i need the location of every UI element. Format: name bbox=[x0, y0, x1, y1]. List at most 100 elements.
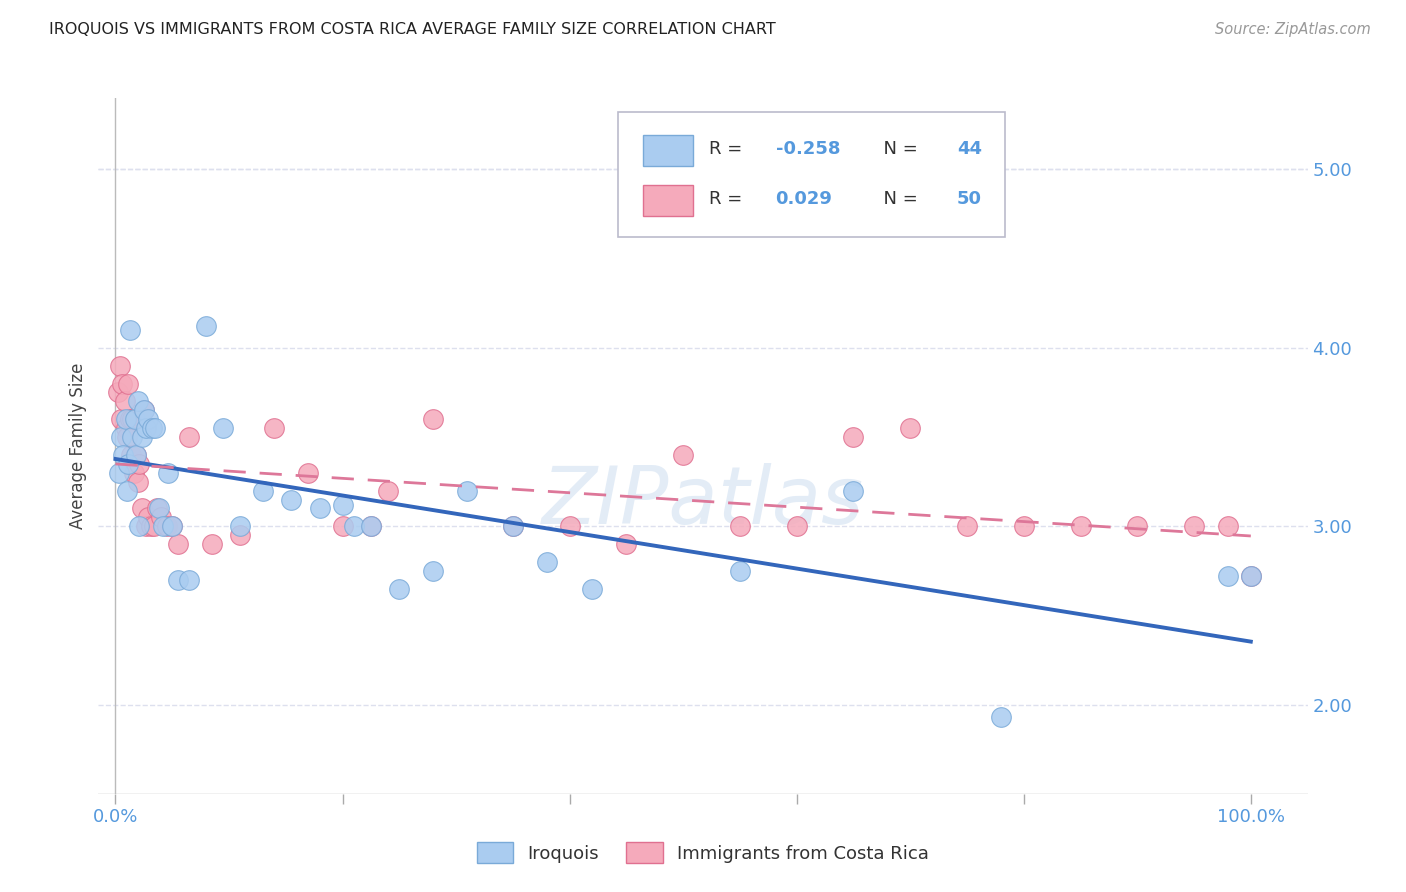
Text: IROQUOIS VS IMMIGRANTS FROM COSTA RICA AVERAGE FAMILY SIZE CORRELATION CHART: IROQUOIS VS IMMIGRANTS FROM COSTA RICA A… bbox=[49, 22, 776, 37]
Point bbox=[115, 483, 138, 498]
Point bbox=[152, 519, 174, 533]
Point bbox=[125, 448, 148, 462]
Point bbox=[377, 483, 399, 498]
Point bbox=[201, 537, 224, 551]
Point bbox=[1216, 569, 1239, 583]
Point bbox=[422, 564, 444, 578]
Point bbox=[388, 582, 411, 596]
Point bbox=[179, 430, 201, 444]
Text: Source: ZipAtlas.com: Source: ZipAtlas.com bbox=[1215, 22, 1371, 37]
Point bbox=[212, 421, 235, 435]
Point bbox=[160, 519, 183, 533]
Point bbox=[124, 412, 146, 426]
Point bbox=[280, 492, 302, 507]
Text: -0.258: -0.258 bbox=[776, 140, 839, 158]
Point bbox=[456, 483, 478, 498]
Point bbox=[229, 519, 252, 533]
Point bbox=[131, 430, 153, 444]
Point bbox=[728, 564, 751, 578]
FancyBboxPatch shape bbox=[643, 135, 693, 166]
Point bbox=[360, 519, 382, 533]
Point bbox=[1069, 519, 1091, 533]
Point bbox=[121, 430, 143, 444]
Text: 50: 50 bbox=[957, 190, 981, 208]
Point bbox=[128, 457, 150, 471]
Point bbox=[195, 319, 218, 334]
Point bbox=[536, 555, 558, 569]
Point bbox=[131, 501, 153, 516]
Point bbox=[143, 421, 166, 435]
Point bbox=[138, 510, 160, 524]
Text: 44: 44 bbox=[957, 140, 981, 158]
Point bbox=[558, 519, 581, 533]
FancyBboxPatch shape bbox=[643, 186, 693, 217]
Point bbox=[132, 403, 155, 417]
Point bbox=[117, 376, 139, 391]
Point bbox=[581, 582, 603, 596]
Point bbox=[502, 519, 524, 533]
Legend: Iroquois, Immigrants from Costa Rica: Iroquois, Immigrants from Costa Rica bbox=[470, 835, 936, 871]
Point bbox=[135, 421, 157, 435]
Text: R =: R = bbox=[709, 190, 754, 208]
Text: N =: N = bbox=[872, 140, 924, 158]
Point bbox=[297, 466, 319, 480]
Point bbox=[422, 412, 444, 426]
Point bbox=[110, 412, 132, 426]
Point bbox=[110, 430, 132, 444]
Point bbox=[332, 498, 354, 512]
Point bbox=[114, 412, 136, 426]
Point bbox=[1182, 519, 1205, 533]
Point bbox=[112, 448, 135, 462]
Point bbox=[155, 519, 177, 533]
Point bbox=[127, 475, 149, 489]
Point bbox=[139, 519, 162, 533]
Text: 0.029: 0.029 bbox=[776, 190, 832, 208]
Point bbox=[135, 519, 157, 533]
Point bbox=[146, 501, 169, 516]
Point bbox=[842, 483, 865, 498]
Point bbox=[614, 537, 637, 551]
Point bbox=[672, 448, 695, 462]
Point bbox=[143, 519, 166, 533]
Point bbox=[149, 510, 172, 524]
Point bbox=[117, 457, 139, 471]
Point bbox=[128, 519, 150, 533]
Point bbox=[1126, 519, 1149, 533]
Point bbox=[728, 519, 751, 533]
Point bbox=[114, 421, 136, 435]
Point bbox=[127, 394, 149, 409]
Point bbox=[1240, 569, 1263, 583]
Y-axis label: Average Family Size: Average Family Size bbox=[69, 363, 87, 529]
Point bbox=[167, 537, 190, 551]
Point bbox=[111, 376, 134, 391]
Point bbox=[1012, 519, 1035, 533]
Point bbox=[956, 519, 979, 533]
Point bbox=[138, 412, 160, 426]
Point bbox=[343, 519, 366, 533]
Point bbox=[148, 501, 170, 516]
Point bbox=[360, 519, 382, 533]
Point bbox=[156, 466, 179, 480]
Point bbox=[107, 385, 129, 400]
Point bbox=[179, 573, 201, 587]
Point bbox=[332, 519, 354, 533]
Point bbox=[121, 412, 143, 426]
Point bbox=[252, 483, 274, 498]
Point bbox=[132, 403, 155, 417]
Point bbox=[229, 528, 252, 542]
Point bbox=[308, 501, 330, 516]
Point bbox=[990, 710, 1012, 724]
Point bbox=[108, 359, 131, 373]
Point bbox=[502, 519, 524, 533]
Point bbox=[167, 573, 190, 587]
Point bbox=[898, 421, 921, 435]
Point bbox=[1240, 569, 1263, 583]
Point bbox=[160, 519, 183, 533]
Text: ZIPatlas: ZIPatlas bbox=[541, 463, 865, 541]
Text: R =: R = bbox=[709, 140, 748, 158]
Point bbox=[842, 430, 865, 444]
Point bbox=[120, 448, 142, 462]
Point bbox=[120, 412, 142, 426]
Point bbox=[263, 421, 285, 435]
Point bbox=[115, 430, 138, 444]
